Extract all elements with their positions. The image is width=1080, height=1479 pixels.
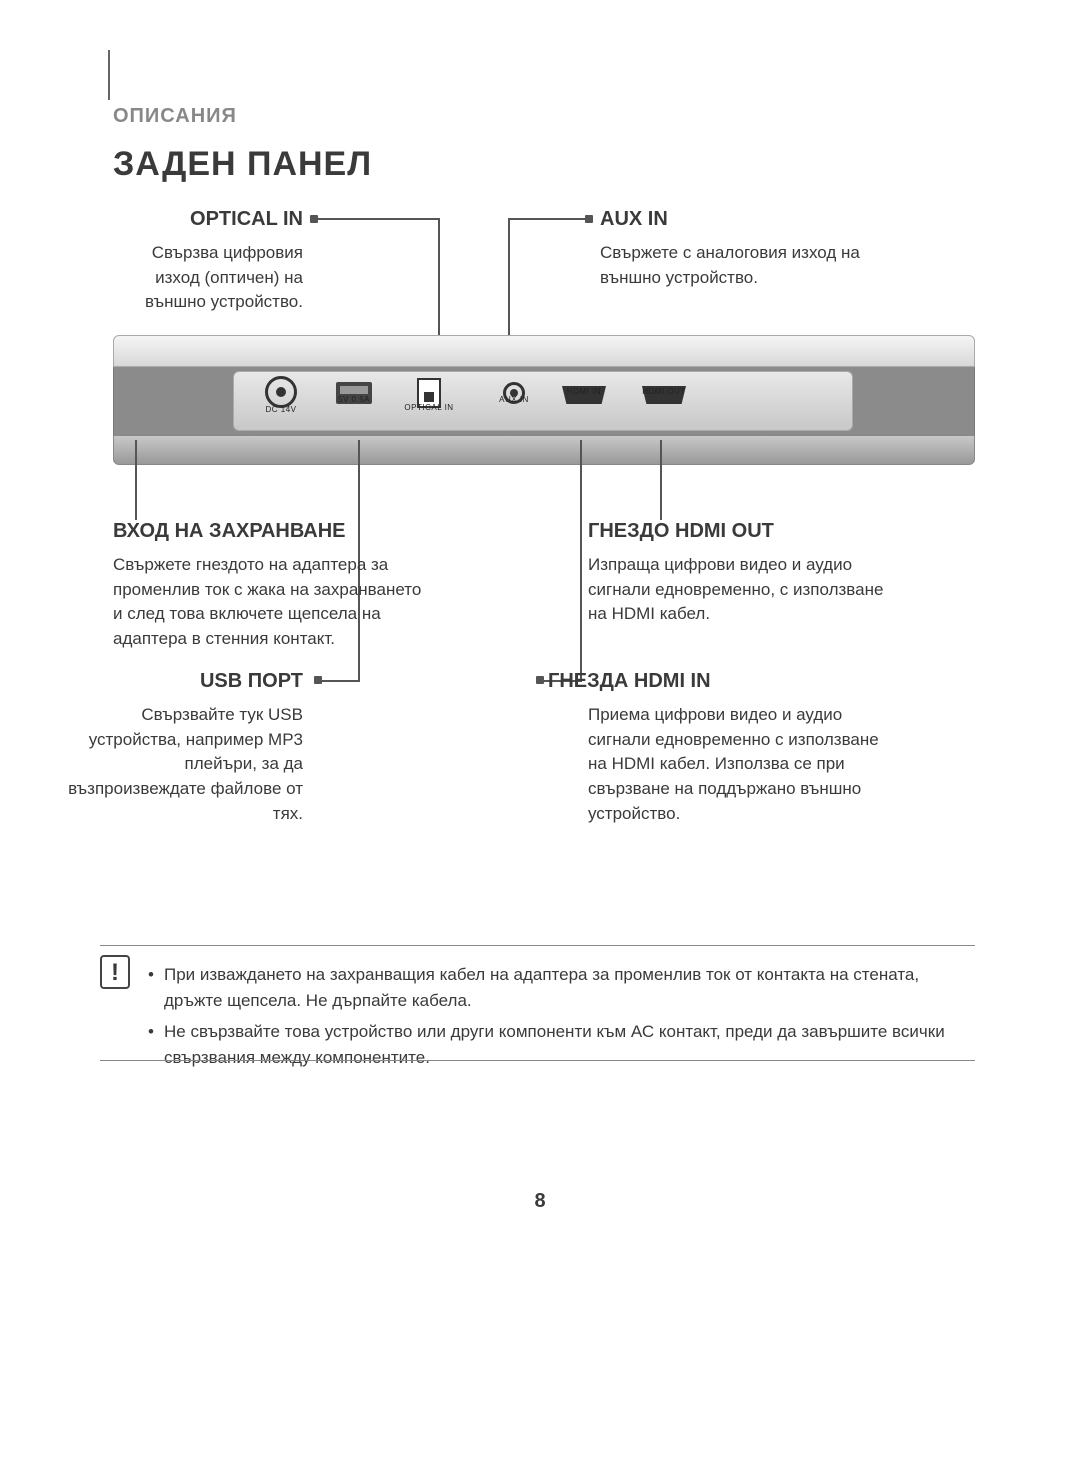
port-hdmi-out: HDMI OUT — [634, 376, 694, 394]
port-label: DC 14V — [256, 405, 306, 414]
header-rule — [108, 50, 110, 100]
callout-desc: Свързва цифровия изход (оптичен) на външ… — [113, 241, 303, 315]
dc-jack-icon — [265, 376, 297, 408]
callout-desc: Свържете гнездото на адаптера за променл… — [113, 553, 423, 652]
section-label: ОПИСАНИЯ — [113, 105, 237, 128]
note-item: При изваждането на захранващия кабел на … — [148, 962, 968, 1013]
port-dc: DC 14V — [256, 376, 306, 412]
callout-hdmi-out: ГНЕЗДО HDMI OUT Изпраща цифрови видео и … — [588, 520, 898, 627]
port-optical: OPTICAL IN — [404, 376, 454, 410]
port-label: HDMI OUT — [634, 387, 694, 396]
connector-line — [580, 440, 582, 680]
note-item: Не свързвайте това устройство или други … — [148, 1019, 968, 1070]
callout-hdmi-in: ГНЕЗДА HDMI IN Приема цифрови видео и ау… — [548, 670, 888, 826]
callout-heading: USB ПОРТ — [113, 670, 303, 693]
caution-icon: ! — [100, 955, 130, 989]
callout-desc: Свържете с аналоговия изход на външно ус… — [600, 241, 890, 290]
connector-line — [320, 680, 360, 682]
port-aux: AUX IN — [494, 376, 534, 402]
connector-dot — [536, 676, 544, 684]
port-label: OPTICAL IN — [404, 403, 454, 412]
callout-heading: ГНЕЗДО HDMI OUT — [588, 520, 898, 543]
page-number: 8 — [0, 1190, 1080, 1213]
port-label: HDMI IN — [554, 387, 614, 396]
callout-optical-in: OPTICAL IN Свързва цифровия изход (оптич… — [113, 208, 303, 315]
connector-line — [508, 218, 588, 220]
port-label: AUX IN — [494, 395, 534, 404]
callout-power: ВХОД НА ЗАХРАНВАНЕ Свържете гнездото на … — [113, 520, 423, 652]
callout-usb: USB ПОРТ Свързвайте тук USB устройства, … — [113, 670, 303, 826]
callout-aux-in: AUX IN Свържете с аналоговия изход на въ… — [600, 208, 890, 290]
device-top — [113, 335, 975, 367]
callout-heading: ВХОД НА ЗАХРАНВАНЕ — [113, 520, 423, 543]
port-row: DC 14V 5V 0.5A OPTICAL IN AUX IN HDMI IN… — [233, 371, 853, 431]
port-label: 5V 0.5A — [329, 395, 379, 404]
callout-heading: AUX IN — [600, 208, 890, 231]
callout-heading: OPTICAL IN — [113, 208, 303, 231]
connector-dot — [314, 676, 322, 684]
callout-desc: Свързвайте тук USB устройства, например … — [53, 703, 303, 826]
device-base — [113, 435, 975, 465]
connector-line — [660, 440, 662, 520]
callout-desc: Изпраща цифрови видео и аудио сигнали ед… — [588, 553, 898, 627]
port-hdmi-in: HDMI IN — [554, 376, 614, 394]
page-title: ЗАДЕН ПАНЕЛ — [113, 145, 372, 184]
connector-line — [314, 218, 438, 220]
port-usb: 5V 0.5A — [329, 376, 379, 402]
notes-divider — [100, 1060, 975, 1061]
connector-line — [135, 440, 137, 520]
notes-list: При изваждането на захранващия кабел на … — [148, 962, 968, 1076]
rear-panel-device: DC 14V 5V 0.5A OPTICAL IN AUX IN HDMI IN… — [113, 335, 975, 465]
notes-divider — [100, 945, 975, 946]
callout-heading: ГНЕЗДА HDMI IN — [548, 670, 888, 693]
callout-desc: Приема цифрови видео и аудио сигнали едн… — [588, 703, 888, 826]
